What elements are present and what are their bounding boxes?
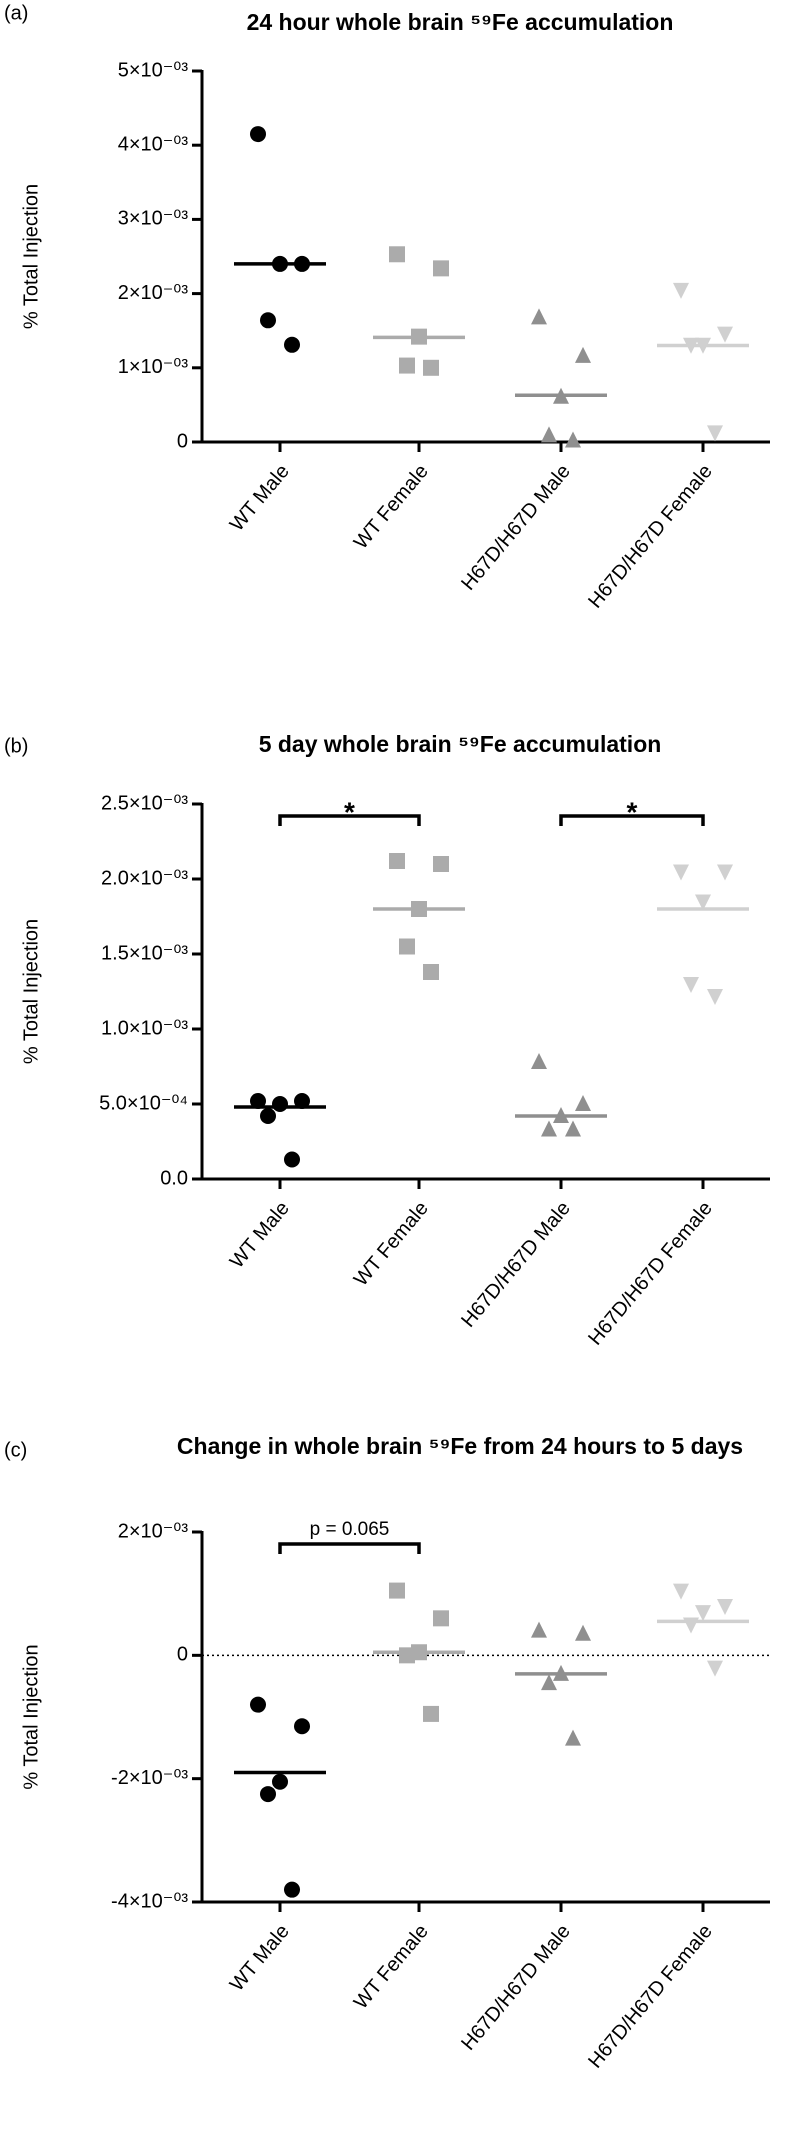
- y-axis-label: % Total Injection: [20, 1644, 42, 1789]
- x-tick-label: H67D/H67D Female: [584, 1197, 717, 1349]
- x-tick-label: H67D/H67D Female: [584, 1920, 717, 2072]
- point: [673, 864, 689, 881]
- chart-title: 5 day whole brain ⁵⁹Fe accumulation: [259, 731, 662, 757]
- point: [389, 246, 405, 263]
- x-tick-label: H67D/H67D Male: [457, 1920, 575, 2054]
- y-tick-label: 0: [177, 430, 188, 452]
- y-tick-label: 5×10⁻⁰³: [118, 59, 189, 81]
- point: [399, 1647, 415, 1664]
- panel-label: (c): [4, 1439, 27, 1461]
- point: [531, 1621, 547, 1638]
- significance-label: *: [627, 796, 638, 827]
- point: [423, 1705, 439, 1722]
- x-tick-label: WT Male: [226, 1920, 294, 1995]
- point: [294, 1093, 310, 1109]
- x-tick-label: WT Male: [226, 460, 294, 535]
- point: [250, 1093, 266, 1109]
- chart-title: 24 hour whole brain ⁵⁹Fe accumulation: [247, 9, 674, 35]
- significance-bracket: [559, 814, 705, 826]
- y-tick-label: 2×10⁻⁰³: [118, 282, 189, 304]
- y-tick-label: 0.0: [160, 1167, 188, 1189]
- y-tick-label: 5.0×10⁻⁰⁴: [99, 1092, 188, 1114]
- point: [707, 425, 723, 442]
- point: [673, 1583, 689, 1600]
- y-tick-label: -2×10⁻⁰³: [111, 1767, 188, 1789]
- point: [575, 1095, 591, 1111]
- point: [433, 1610, 449, 1627]
- y-axis-label: % Total Injection: [20, 184, 42, 329]
- y-tick-label: 1×10⁻⁰³: [118, 356, 189, 378]
- point: [683, 977, 699, 993]
- point: [284, 1151, 300, 1168]
- point: [695, 1605, 711, 1622]
- x-tick-label: H67D/H67D Male: [457, 1197, 575, 1331]
- panel-label: (a): [4, 2, 28, 24]
- point: [541, 1674, 557, 1691]
- point: [284, 1881, 300, 1898]
- point: [389, 1582, 405, 1599]
- chart-title: Change in whole brain ⁵⁹Fe from 24 hours…: [177, 1433, 743, 1459]
- point: [575, 1624, 591, 1641]
- y-tick-label: 1.0×10⁻⁰³: [101, 1017, 188, 1039]
- y-tick-label: 2.0×10⁻⁰³: [101, 867, 188, 889]
- panel-label: (b): [4, 735, 28, 757]
- y-tick-label: -4×10⁻⁰³: [111, 1890, 188, 1912]
- point: [284, 336, 300, 353]
- x-tick-label: WT Female: [350, 1197, 433, 1290]
- significance-bracket: [278, 814, 421, 826]
- point: [565, 1729, 581, 1746]
- y-axis-label: % Total Injection: [20, 919, 42, 1064]
- y-tick-label: 3×10⁻⁰³: [118, 208, 189, 230]
- point: [260, 312, 276, 329]
- point: [433, 260, 449, 277]
- significance-label: p = 0.065: [310, 1519, 390, 1540]
- point: [250, 1696, 266, 1713]
- point: [541, 1120, 557, 1137]
- point: [423, 359, 439, 376]
- point: [717, 864, 733, 881]
- point: [673, 282, 689, 299]
- x-tick-label: WT Female: [350, 1920, 433, 2013]
- point: [531, 308, 547, 325]
- point: [433, 856, 449, 872]
- point: [260, 1786, 276, 1803]
- point: [541, 426, 557, 443]
- significance-label: *: [344, 796, 355, 827]
- x-tick-label: WT Female: [350, 460, 433, 553]
- point: [575, 346, 591, 363]
- point: [272, 1773, 288, 1790]
- point: [707, 989, 723, 1005]
- point: [399, 357, 415, 374]
- point: [260, 1108, 276, 1124]
- x-tick-label: WT Male: [226, 1197, 294, 1272]
- point: [399, 938, 415, 955]
- point: [707, 1660, 723, 1677]
- point: [531, 1053, 547, 1069]
- point: [565, 431, 581, 448]
- point: [717, 1599, 733, 1615]
- y-tick-label: 2.5×10⁻⁰³: [101, 792, 188, 814]
- point: [423, 964, 439, 980]
- point: [695, 894, 711, 911]
- y-tick-label: 0: [177, 1644, 188, 1666]
- y-tick-label: 1.5×10⁻⁰³: [101, 942, 188, 964]
- y-tick-label: 4×10⁻⁰³: [118, 133, 189, 155]
- significance-bracket: [278, 1542, 421, 1554]
- point: [389, 853, 405, 869]
- point: [717, 326, 733, 343]
- point: [272, 1096, 288, 1112]
- point: [294, 1718, 310, 1735]
- point: [250, 126, 266, 143]
- point: [565, 1120, 581, 1137]
- y-tick-label: 2×10⁻⁰³: [118, 1520, 189, 1542]
- x-tick-label: H67D/H67D Male: [457, 460, 575, 594]
- x-tick-label: H67D/H67D Female: [584, 460, 717, 612]
